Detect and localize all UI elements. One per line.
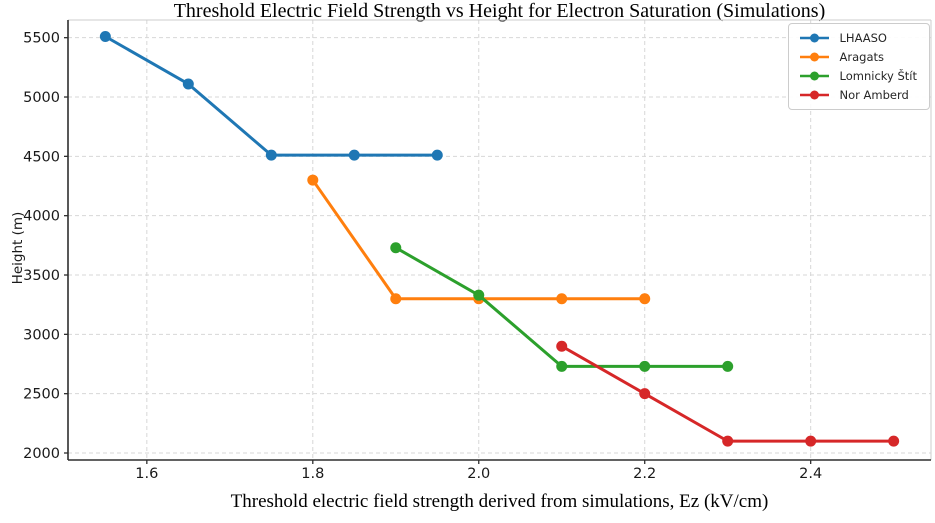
x-tick-label: 2.2 <box>633 466 656 482</box>
legend-label: Nor Amberd <box>839 88 909 102</box>
y-tick-label: 2500 <box>23 387 60 403</box>
x-axis-label: Threshold electric field strength derive… <box>230 491 769 512</box>
legend-line-marker-icon <box>799 52 829 62</box>
data-point-nor-amberd <box>722 435 734 447</box>
data-point-lhaaso <box>431 149 443 161</box>
legend-item-lhaaso: LHAASO <box>798 31 917 45</box>
data-point-nor-amberd <box>556 340 568 352</box>
data-point-lhaaso <box>348 149 360 161</box>
legend-label: Lomnicky Štít <box>839 69 917 83</box>
y-tick-label: 4000 <box>23 209 60 225</box>
chart-title: Threshold Electric Field Strength vs Hei… <box>173 0 826 22</box>
legend-label: LHAASO <box>839 31 887 45</box>
data-point-lomnicky-stit <box>556 360 568 372</box>
data-point-lomnicky-stit <box>390 242 402 254</box>
legend-label: Aragats <box>839 50 885 64</box>
data-point-lhaaso <box>99 30 111 42</box>
y-tick-label: 5500 <box>23 31 60 47</box>
legend-item-lomnicky-stit: Lomnicky Štít <box>798 69 917 83</box>
x-tick-label: 1.8 <box>301 466 324 482</box>
data-point-aragats <box>307 174 319 186</box>
legend-line-marker-icon <box>799 33 829 43</box>
data-point-nor-amberd <box>805 435 817 447</box>
legend-line-marker-icon <box>799 71 829 81</box>
legend-item-nor-amberd: Nor Amberd <box>798 88 917 102</box>
series-line-lhaaso <box>103 34 439 157</box>
data-point-lomnicky-stit <box>722 360 734 372</box>
data-point-aragats <box>639 293 651 305</box>
data-point-aragats <box>556 293 568 305</box>
x-tick-label: 2.0 <box>467 466 490 482</box>
legend-line-marker-icon <box>799 90 829 100</box>
data-point-lomnicky-stit <box>473 289 485 301</box>
y-tick-label: 3500 <box>23 268 60 284</box>
data-point-lhaaso <box>182 78 194 90</box>
data-point-nor-amberd <box>888 435 900 447</box>
data-point-lomnicky-stit <box>639 360 651 372</box>
data-point-lhaaso <box>265 149 277 161</box>
y-tick-label: 3000 <box>23 327 60 343</box>
x-tick-label: 2.4 <box>799 466 822 482</box>
legend-item-aragats: Aragats <box>798 50 917 64</box>
y-tick-label: 5000 <box>23 90 60 106</box>
data-point-aragats <box>390 293 402 305</box>
y-tick-label: 4500 <box>23 149 60 165</box>
x-tick-label: 1.6 <box>135 466 158 482</box>
data-point-nor-amberd <box>639 388 651 400</box>
y-tick-label: 2000 <box>23 446 60 462</box>
legend: LHAASO Aragats Lomnicky Štít Nor Amberd <box>787 23 930 110</box>
